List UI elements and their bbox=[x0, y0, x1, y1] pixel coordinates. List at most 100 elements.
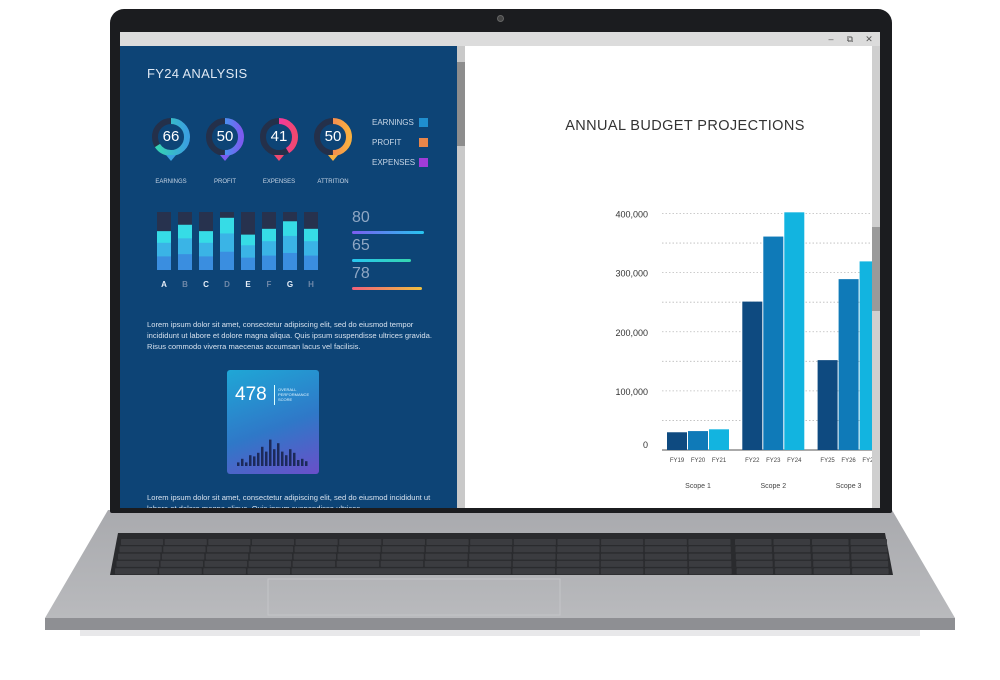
numpad-key bbox=[773, 539, 810, 545]
key bbox=[115, 568, 158, 575]
score-sparkbars bbox=[237, 439, 308, 466]
key bbox=[118, 553, 161, 560]
key bbox=[556, 568, 600, 575]
bar-label: C bbox=[203, 280, 209, 289]
spark-bar bbox=[257, 452, 260, 466]
key bbox=[380, 560, 424, 567]
restore-button[interactable]: ⧉ bbox=[846, 34, 854, 44]
bar-label: F bbox=[266, 280, 272, 289]
donut-charts bbox=[152, 118, 352, 161]
key bbox=[688, 546, 731, 553]
key bbox=[600, 568, 644, 575]
donut-label: EARNINGS bbox=[155, 179, 187, 185]
key bbox=[159, 568, 202, 575]
chart-title: ANNUAL BUDGET PROJECTIONS bbox=[565, 118, 805, 134]
x-tick-label: FY21 bbox=[712, 458, 727, 464]
metric-bar bbox=[352, 259, 411, 262]
spark-bar bbox=[249, 455, 252, 466]
bar-fill-low bbox=[178, 254, 192, 270]
bar-label: D bbox=[224, 280, 230, 289]
dashboard-title: FY24 ANALYSIS bbox=[147, 66, 248, 81]
key bbox=[424, 560, 468, 567]
y-tick-label: 300,000 bbox=[615, 269, 648, 279]
bar-fy24 bbox=[784, 212, 805, 450]
donut-pointer bbox=[166, 155, 176, 161]
title-bar: – ⧉ ✕ bbox=[120, 32, 880, 46]
donut-value: 50 bbox=[216, 128, 234, 145]
minimize-button[interactable]: – bbox=[828, 34, 834, 44]
bar-label: H bbox=[308, 280, 314, 289]
key bbox=[469, 553, 512, 560]
key bbox=[644, 553, 688, 560]
donut-arc bbox=[314, 118, 352, 156]
bar-fy19 bbox=[667, 432, 687, 450]
screen: – ⧉ ✕ FY24 ANALYSIS Lorem ipsum dolor si… bbox=[120, 32, 880, 508]
key bbox=[512, 560, 556, 567]
key bbox=[121, 539, 164, 545]
metric-value: 65 bbox=[352, 237, 370, 254]
numpad-key bbox=[851, 553, 888, 560]
group-label: Scope 3 bbox=[836, 483, 862, 490]
spark-bar bbox=[261, 446, 264, 466]
donut-value: 41 bbox=[270, 128, 288, 145]
description-paragraph-2: Lorem ipsum dolor sit amet, consectetur … bbox=[147, 493, 431, 508]
keyboard bbox=[115, 539, 889, 575]
bar-fill-low bbox=[220, 251, 234, 270]
key bbox=[600, 553, 644, 560]
right-scrollbar-thumb[interactable] bbox=[872, 227, 880, 311]
close-button[interactable]: ✕ bbox=[865, 34, 873, 44]
metric-bar bbox=[352, 231, 424, 234]
key bbox=[116, 560, 160, 567]
donut-arc bbox=[260, 118, 298, 156]
key bbox=[688, 539, 731, 545]
numpad-key bbox=[735, 553, 773, 560]
key bbox=[644, 568, 688, 575]
bar-label: E bbox=[245, 280, 251, 289]
donut-pointer bbox=[274, 155, 284, 161]
numpad-key bbox=[735, 539, 772, 545]
webcam bbox=[497, 15, 504, 22]
key bbox=[163, 546, 206, 553]
legend-label: EXPENSES bbox=[372, 158, 416, 167]
bar-fy23 bbox=[763, 236, 784, 450]
key bbox=[556, 560, 600, 567]
legend-swatch bbox=[419, 118, 428, 127]
spark-bar bbox=[277, 443, 280, 466]
spark-bar bbox=[237, 462, 240, 466]
numpad-key bbox=[812, 553, 850, 560]
left-scrollbar[interactable] bbox=[457, 46, 465, 508]
key bbox=[512, 568, 556, 575]
group-label: Scope 1 bbox=[685, 483, 711, 490]
donut-pointer bbox=[220, 155, 230, 161]
key bbox=[291, 568, 511, 575]
group-label: Scope 2 bbox=[760, 483, 786, 490]
donut-value: 50 bbox=[324, 128, 342, 145]
key bbox=[644, 560, 688, 567]
key bbox=[468, 560, 512, 567]
numpad-key bbox=[812, 539, 849, 545]
bar-label: G bbox=[286, 280, 294, 289]
spark-bar bbox=[253, 456, 256, 466]
bar-label: B bbox=[182, 280, 188, 289]
key bbox=[426, 539, 469, 545]
left-scrollbar-thumb[interactable] bbox=[457, 62, 465, 146]
spark-bar bbox=[297, 460, 300, 466]
x-tick-label: FY25 bbox=[820, 458, 835, 464]
key bbox=[469, 546, 512, 553]
bar-fill-low bbox=[304, 255, 318, 270]
legend-swatch bbox=[419, 158, 428, 167]
key bbox=[205, 553, 249, 560]
bar-fill-low bbox=[262, 255, 276, 270]
key bbox=[295, 539, 338, 545]
key bbox=[381, 553, 424, 560]
donut-value: 66 bbox=[162, 128, 180, 145]
key bbox=[689, 568, 732, 575]
budget-bar-chart: ANNUAL BUDGET PROJECTIONS 0 100,000 200,00… bbox=[565, 118, 872, 490]
donut-label: ATTRITION bbox=[317, 179, 349, 185]
numpad-key bbox=[851, 560, 889, 567]
bar-fill-low bbox=[157, 256, 171, 270]
key bbox=[208, 539, 251, 545]
key bbox=[513, 553, 556, 560]
bar-fy25 bbox=[817, 360, 838, 450]
key bbox=[292, 560, 336, 567]
